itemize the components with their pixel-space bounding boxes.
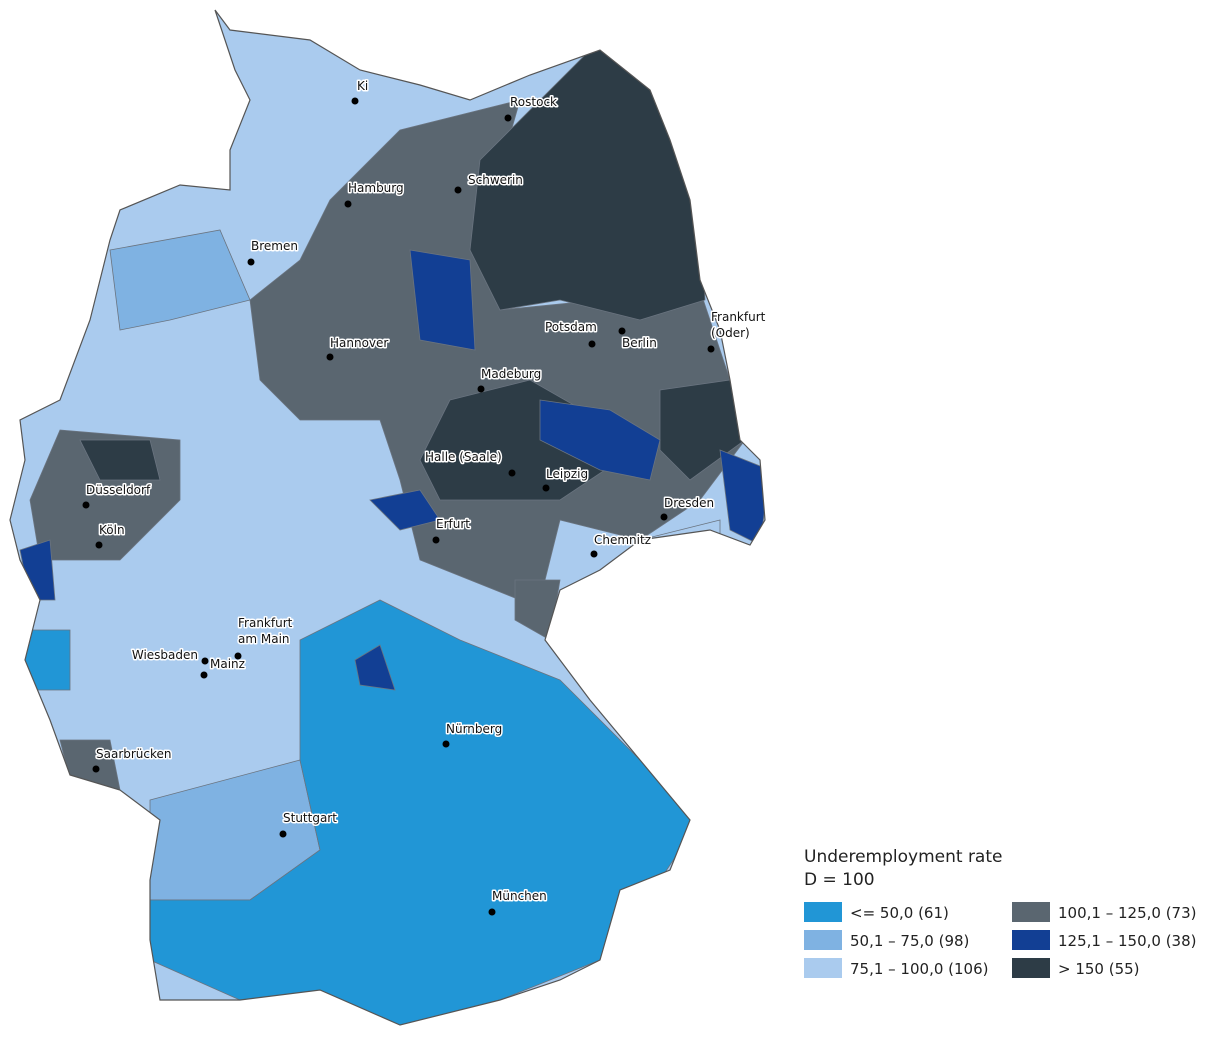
- city-label: Saarbrücken: [96, 747, 172, 761]
- city-dot: [504, 114, 512, 122]
- region: [109, 229, 251, 331]
- city-label: Madeburg: [481, 367, 541, 381]
- region: [354, 644, 396, 691]
- city-label: Hannover: [330, 336, 388, 350]
- legend-label: 100,1 – 125,0 (73): [1058, 904, 1196, 922]
- city-label: Berlin: [622, 336, 657, 350]
- city-dot: [588, 340, 596, 348]
- city-dot: [488, 908, 496, 916]
- city-dot: [618, 327, 626, 335]
- city-label: Frankfurt: [711, 310, 766, 324]
- region: [19, 629, 71, 691]
- city-label: Dresden: [664, 496, 714, 510]
- city-label: Nürnberg: [446, 722, 502, 736]
- city-dot: [234, 652, 242, 660]
- legend-swatch: [804, 902, 842, 922]
- city-dot: [542, 484, 550, 492]
- region: [79, 439, 161, 481]
- city-label: Stuttgart: [283, 811, 337, 825]
- city-label: Ki: [357, 79, 368, 93]
- city-dot: [82, 501, 90, 509]
- city-dot: [707, 345, 715, 353]
- city-label: Hamburg: [348, 181, 404, 195]
- legend-label: 50,1 – 75,0 (98): [850, 932, 969, 950]
- city-dot: [351, 97, 359, 105]
- city-dot: [279, 830, 287, 838]
- city-label: Rostock: [510, 95, 557, 109]
- city-dot: [590, 550, 598, 558]
- legend-title: Underemployment rate: [804, 847, 1002, 867]
- city-label: Halle (Saale): [425, 450, 502, 464]
- city-label: Chemnitz: [594, 533, 651, 547]
- cities: Ki Rostock Schwerin Hamburg Bremen Potsdam Ber…: [82, 78, 767, 916]
- legend-label: <= 50,0 (61): [850, 904, 949, 922]
- city-label: Frankfurt: [238, 616, 293, 630]
- regions: [10, 10, 765, 1025]
- city-dot: [92, 765, 100, 773]
- city-dot: [454, 186, 462, 194]
- city-label: Mainz: [210, 657, 245, 671]
- city-label: am Main: [238, 632, 290, 646]
- city-dot: [326, 353, 334, 361]
- city-dot: [95, 541, 103, 549]
- city-label: Köln: [99, 523, 125, 537]
- city-dot: [508, 469, 516, 477]
- region: [539, 399, 661, 481]
- city-label: München: [492, 889, 547, 903]
- city-dot: [432, 536, 440, 544]
- city-dot: [660, 513, 668, 521]
- city-label: Leipzig: [546, 467, 588, 481]
- city-label: Bremen: [251, 239, 298, 253]
- city-dot: [201, 657, 209, 665]
- city-dot: [477, 385, 485, 393]
- legend-swatch: [804, 958, 842, 978]
- city-label: Erfurt: [436, 517, 470, 531]
- city-label: Wiesbaden: [132, 648, 198, 662]
- legend-subtitle: D = 100: [804, 870, 875, 890]
- legend: Underemployment rate D = 100 <= 50,0 (61) 5…: [804, 847, 1196, 978]
- city-dot: [200, 671, 208, 679]
- city-label: Schwerin: [468, 173, 523, 187]
- region: [369, 489, 441, 531]
- legend-swatch: [1012, 958, 1050, 978]
- city-dot: [344, 200, 352, 208]
- legend-label: > 150 (55): [1058, 960, 1140, 978]
- legend-swatch: [1012, 902, 1050, 922]
- legend-label: 75,1 – 100,0 (106): [850, 960, 988, 978]
- city-label: Potsdam: [545, 320, 597, 334]
- legend-swatch: [804, 930, 842, 950]
- city-dot: [247, 258, 255, 266]
- region: [409, 249, 476, 351]
- legend-label: 125,1 – 150,0 (38): [1058, 932, 1196, 950]
- city-dot: [442, 740, 450, 748]
- city-label: (Oder): [711, 326, 750, 340]
- city-label: Düsseldorf: [86, 483, 151, 497]
- legend-swatch: [1012, 930, 1050, 950]
